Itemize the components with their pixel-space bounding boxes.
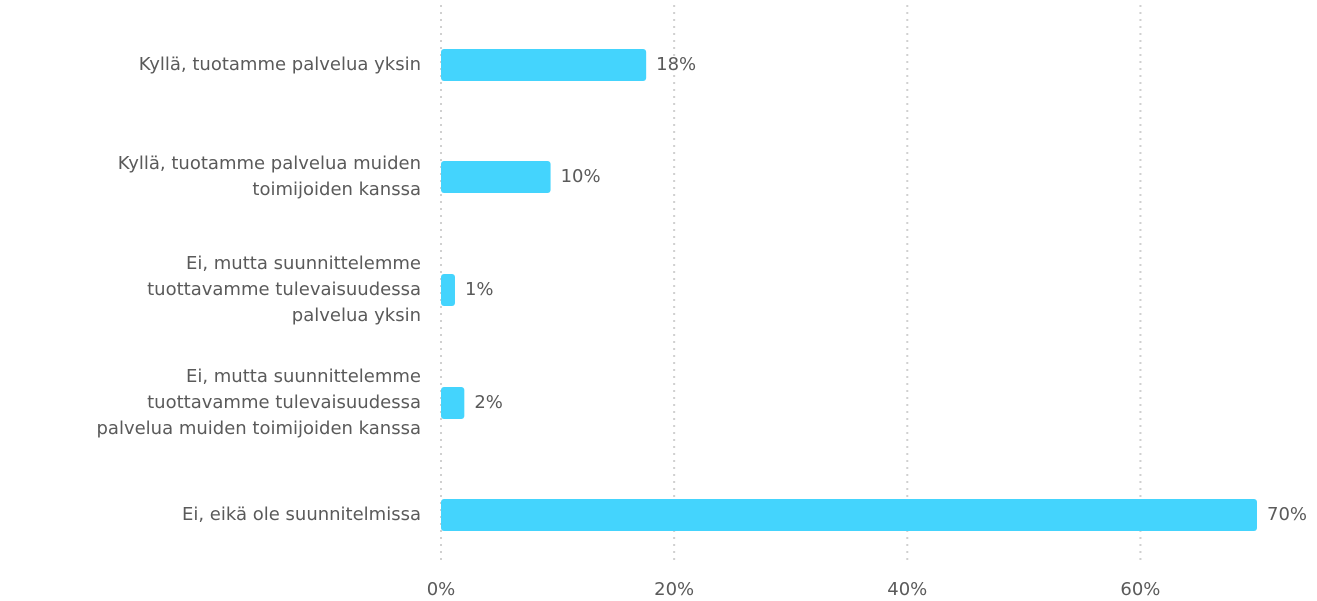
y-tick-label: Kyllä, tuotamme palvelua muiden bbox=[118, 153, 421, 174]
y-tick-label: Kyllä, tuotamme palvelua yksin bbox=[139, 54, 421, 75]
y-tick-label: palvelua yksin bbox=[292, 305, 421, 326]
y-tick-label: Ei, mutta suunnittelemme bbox=[186, 253, 421, 274]
y-tick-label: Ei, eikä ole suunnitelmissa bbox=[182, 504, 421, 525]
bar bbox=[441, 49, 647, 81]
value-label: 10% bbox=[561, 166, 601, 187]
bar bbox=[441, 387, 465, 419]
bar bbox=[441, 161, 551, 193]
y-tick-label: toimijoiden kanssa bbox=[252, 179, 421, 200]
y-tick-label: Ei, mutta suunnittelemme bbox=[186, 366, 421, 387]
y-tick-label: tuottavamme tulevaisuudessa bbox=[147, 392, 421, 413]
y-tick-label: palvelua muiden toimijoiden kanssa bbox=[96, 418, 421, 439]
value-label: 1% bbox=[465, 279, 494, 300]
value-label: 18% bbox=[656, 54, 696, 75]
y-tick-label: tuottavamme tulevaisuudessa bbox=[147, 279, 421, 300]
x-tick-label: 60% bbox=[1120, 579, 1160, 600]
value-label: 2% bbox=[474, 392, 503, 413]
x-tick-label: 20% bbox=[654, 579, 694, 600]
x-tick-label: 0% bbox=[427, 579, 456, 600]
x-tick-label: 40% bbox=[887, 579, 927, 600]
bar bbox=[441, 499, 1257, 531]
value-label: 70% bbox=[1267, 504, 1307, 525]
bar bbox=[441, 274, 455, 306]
